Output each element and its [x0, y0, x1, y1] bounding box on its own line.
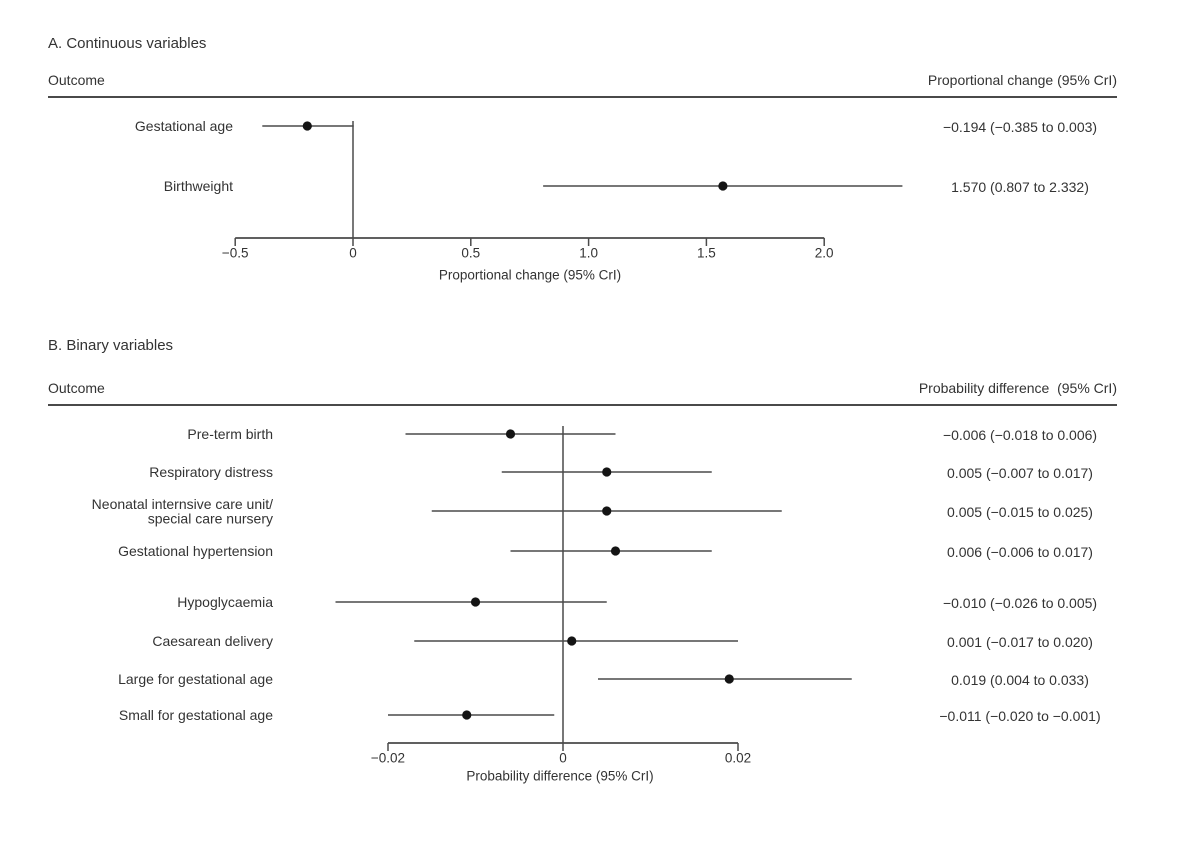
value-label: −0.011 (−0.020 to −0.001): [939, 708, 1100, 724]
outcome-label: Respiratory distress: [149, 464, 273, 480]
outcome-label: Caesarean delivery: [152, 633, 273, 649]
outcome-label: Neonatal internsive care unit/: [92, 496, 273, 512]
panel-a-header-rule: [48, 96, 1117, 98]
point-estimate: [567, 636, 577, 646]
x-axis-label: Proportional change (95% CrI): [439, 268, 621, 283]
outcome-label: special care nursery: [148, 510, 273, 526]
outcome-label: Gestational age: [135, 118, 233, 134]
value-label: −0.194 (−0.385 to 0.003): [943, 119, 1097, 135]
point-estimate: [724, 674, 734, 684]
x-tick-label: 0.02: [725, 751, 751, 766]
panel-b-value-column-header: Probability difference (95% CrI): [918, 380, 1117, 396]
value-label: 0.005 (−0.015 to 0.025): [947, 504, 1093, 520]
value-label: 1.570 (0.807 to 2.332): [951, 179, 1089, 195]
point-estimate: [718, 181, 728, 191]
point-estimate: [302, 121, 312, 131]
point-estimate: [610, 546, 621, 556]
value-label: 0.019 (0.004 to 0.033): [951, 672, 1089, 688]
outcome-label: Pre-term birth: [187, 426, 273, 442]
outcome-label: Birthweight: [164, 178, 233, 194]
x-tick-label: 1.0: [579, 246, 598, 261]
point-estimate: [602, 506, 612, 516]
x-tick-label: 0: [559, 751, 567, 766]
value-label: −0.010 (−0.026 to 0.005): [943, 595, 1097, 611]
x-axis-label: Probability difference (95% CrI): [466, 769, 653, 784]
x-tick-label: 0: [349, 246, 357, 261]
value-label: 0.001 (−0.017 to 0.020): [947, 634, 1093, 650]
panel-a-title: A. Continuous variables: [48, 35, 207, 52]
value-label: −0.006 (−0.018 to 0.006): [943, 427, 1097, 443]
x-tick-label: −0.02: [371, 751, 405, 766]
outcome-label: Large for gestational age: [118, 671, 273, 687]
x-tick-label: 1.5: [697, 246, 716, 261]
panel-a-value-column-header: Proportional change (95% CrI): [927, 72, 1117, 88]
point-estimate: [505, 429, 516, 439]
value-label: 0.006 (−0.006 to 0.017): [947, 544, 1093, 560]
panel-b-outcome-header: Outcome: [48, 380, 105, 396]
outcome-label: Gestational hypertension: [118, 543, 273, 559]
x-tick-label: 2.0: [815, 246, 834, 261]
x-tick-label: −0.5: [222, 246, 249, 261]
outcome-label: Hypoglycaemia: [177, 594, 273, 610]
point-estimate: [462, 710, 472, 720]
panel-a-outcome-header: Outcome: [48, 72, 105, 88]
x-tick-label: 0.5: [461, 246, 480, 261]
point-estimate: [470, 597, 481, 607]
outcome-label: Small for gestational age: [119, 707, 273, 723]
value-label: 0.005 (−0.007 to 0.017): [947, 465, 1093, 481]
point-estimate: [602, 467, 612, 477]
panel-b-title: B. Binary variables: [48, 337, 174, 354]
panel-b-header-rule: [48, 404, 1117, 406]
